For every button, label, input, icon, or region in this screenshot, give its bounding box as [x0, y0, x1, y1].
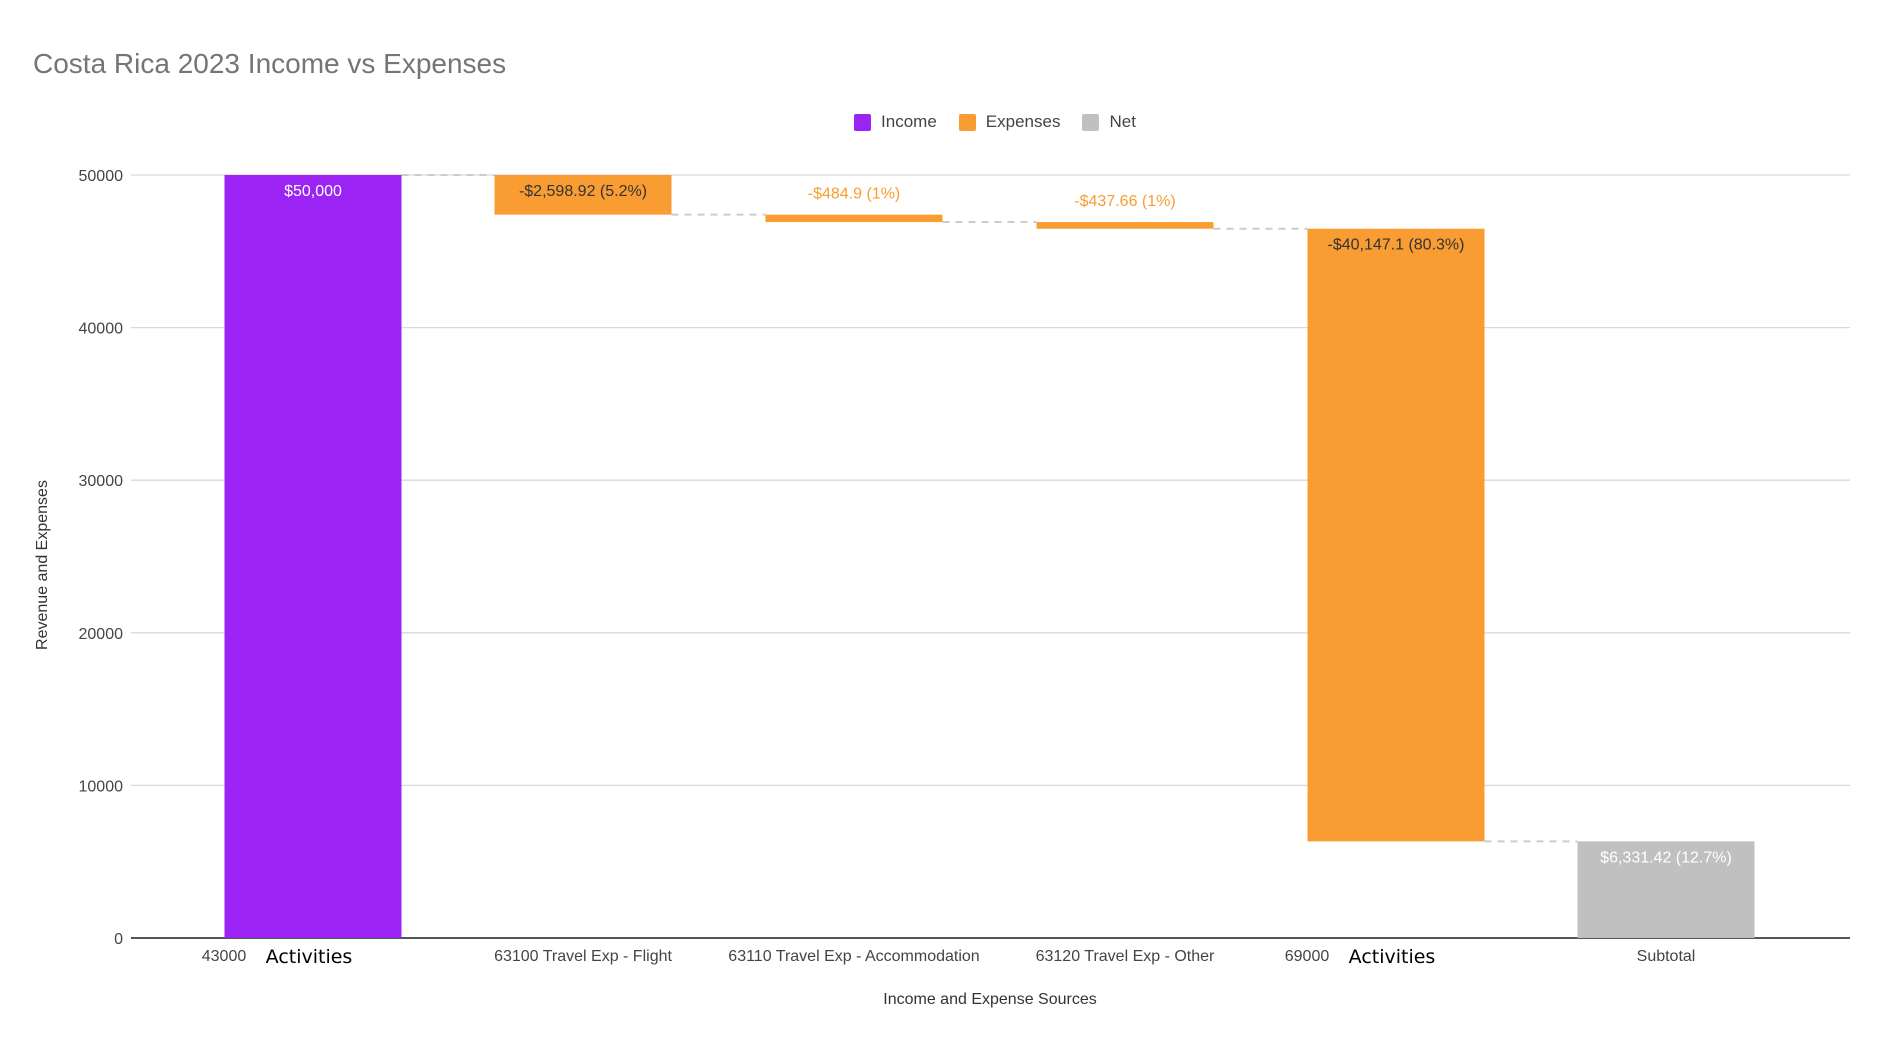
y-tick-label: 0: [114, 931, 123, 948]
legend-label: Income: [881, 112, 937, 131]
x-axis-title: Income and Expense Sources: [883, 991, 1096, 1008]
legend-swatch-income: [854, 113, 872, 131]
x-tick-label-code: 43000: [202, 948, 247, 965]
data-label: -$484.9 (1%): [808, 186, 901, 203]
x-tick-label: 63100 Travel Exp - Flight: [494, 948, 672, 965]
x-tick-label: Subtotal: [1637, 948, 1696, 965]
bar-expenses: [1307, 228, 1485, 842]
legend-swatch-expenses: [958, 113, 976, 131]
bar-expenses: [1036, 222, 1214, 229]
x-tick-label-code: 69000: [1285, 948, 1330, 965]
legend-item-net[interactable]: Net: [1082, 112, 1136, 132]
x-tick-label: 63120 Travel Exp - Other: [1036, 948, 1215, 965]
legend-swatch-net: [1082, 113, 1100, 131]
y-tick-label: 20000: [79, 626, 124, 643]
x-tick-label-name: Activities: [1349, 946, 1436, 968]
legend-item-income[interactable]: Income: [854, 112, 937, 132]
bar-expenses: [494, 175, 672, 215]
data-label: -$437.66 (1%): [1074, 193, 1175, 210]
y-tick-label: 10000: [79, 778, 124, 795]
data-label: -$2,598.92 (5.2%): [519, 183, 647, 200]
data-label: $50,000: [284, 183, 342, 200]
bar-net: [1577, 841, 1755, 938]
x-tick-label-name: Activities: [266, 946, 353, 968]
data-label: -$40,147.1 (80.3%): [1328, 237, 1465, 254]
legend-item-expenses[interactable]: Expenses: [958, 112, 1061, 132]
chart-title: Costa Rica 2023 Income vs Expenses: [33, 48, 507, 79]
y-tick-label: 40000: [79, 321, 124, 338]
legend-label: Net: [1109, 112, 1136, 131]
x-tick-label: 63110 Travel Exp - Accommodation: [728, 948, 979, 965]
legend-label: Expenses: [985, 112, 1061, 131]
bar-expenses: [765, 214, 943, 223]
y-tick-label: 50000: [79, 168, 124, 185]
data-label: $6,331.42 (12.7%): [1600, 849, 1732, 866]
y-axis-title: Revenue and Expenses: [34, 480, 51, 650]
legend: Income Expenses Net: [0, 112, 1890, 132]
bar-income: [224, 175, 402, 938]
y-tick-label: 30000: [79, 473, 124, 490]
